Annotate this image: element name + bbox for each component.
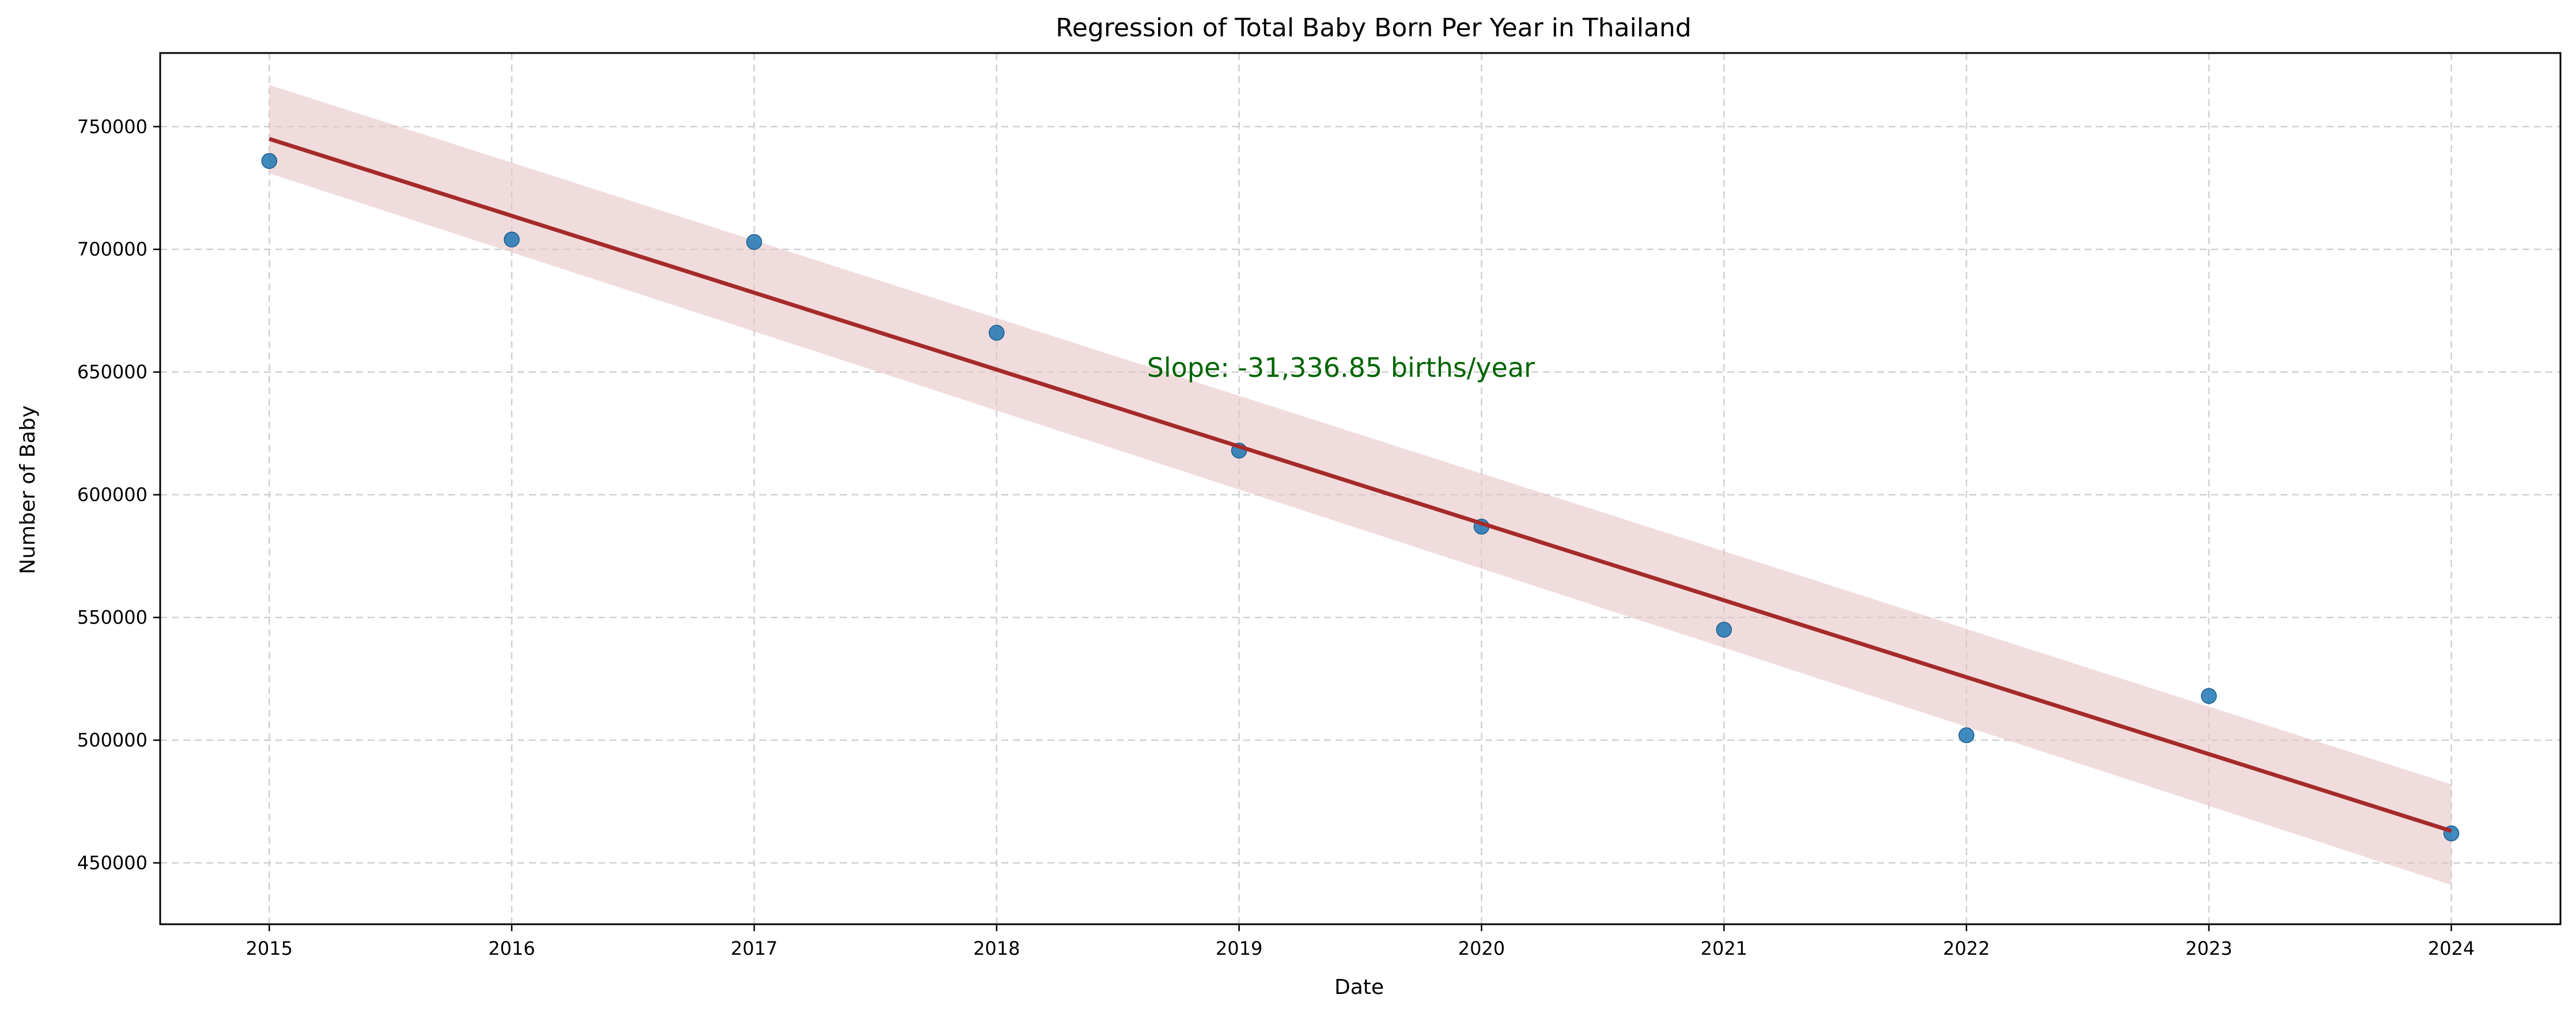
data-point bbox=[1716, 622, 1732, 638]
x-tick-label: 2024 bbox=[2428, 937, 2475, 959]
regression-line-group bbox=[268, 137, 2452, 833]
x-tick-label: 2017 bbox=[731, 937, 777, 959]
x-tick-label: 2019 bbox=[1216, 937, 1262, 959]
y-tick-label: 750000 bbox=[77, 116, 147, 138]
data-points bbox=[261, 153, 2460, 842]
x-tick-label: 2018 bbox=[973, 937, 1020, 959]
x-axis-label: Date bbox=[1334, 976, 1384, 999]
x-tick-label: 2016 bbox=[488, 937, 535, 959]
regression-line bbox=[268, 137, 2452, 833]
data-point bbox=[504, 231, 520, 248]
x-tick-label: 2021 bbox=[1700, 937, 1747, 959]
x-tick-label: 2022 bbox=[1943, 937, 1989, 959]
data-point bbox=[2201, 688, 2217, 704]
data-point bbox=[261, 153, 278, 169]
y-tick-label: 550000 bbox=[77, 607, 147, 629]
y-tick-label: 650000 bbox=[77, 361, 147, 383]
data-point bbox=[989, 324, 1005, 341]
slope-annotation: Slope: -31,336.85 births/year bbox=[1147, 352, 1535, 383]
y-axis-ticks: 450000 500000 550000 600000 650000 700000 7500… bbox=[77, 116, 160, 874]
plot-frame bbox=[159, 52, 2562, 925]
y-axis-label: Number of Baby bbox=[16, 405, 40, 574]
x-tick-label: 2023 bbox=[2185, 937, 2232, 959]
y-tick-label: 700000 bbox=[77, 239, 147, 260]
data-point bbox=[1958, 727, 1974, 743]
x-tick-label: 2015 bbox=[246, 937, 293, 959]
y-tick-label: 450000 bbox=[77, 852, 147, 874]
chart-title: Regression of Total Baby Born Per Year i… bbox=[1056, 13, 1692, 43]
y-tick-label: 500000 bbox=[77, 729, 147, 751]
x-tick-label: 2020 bbox=[1458, 937, 1505, 959]
y-tick-label: 600000 bbox=[77, 484, 147, 506]
data-point bbox=[746, 234, 762, 250]
grid-lines bbox=[160, 53, 2560, 924]
x-axis-ticks: 2015 2016 2017 2018 2019 2020 2021 2022 2023 2024 bbox=[246, 924, 2475, 959]
